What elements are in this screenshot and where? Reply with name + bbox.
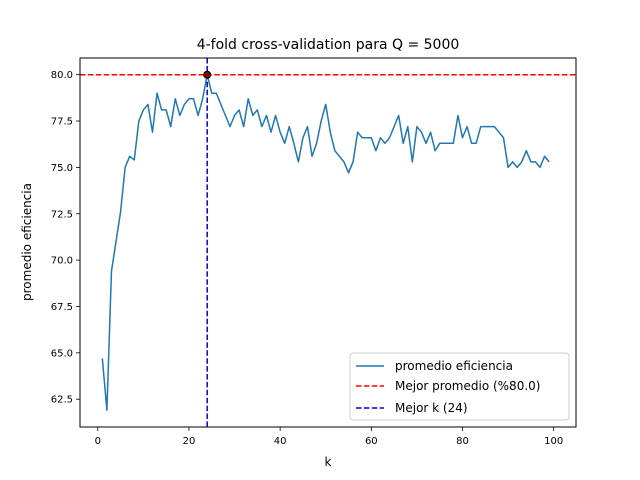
y-tick-label: 62.5 bbox=[51, 395, 73, 406]
x-axis-label: k bbox=[325, 455, 332, 469]
y-tick-label: 77.5 bbox=[51, 117, 73, 128]
y-axis-label: promedio eficiencia bbox=[20, 183, 34, 301]
y-tick-label: 75.0 bbox=[51, 163, 73, 174]
y-tick-label: 80.0 bbox=[51, 70, 73, 81]
legend-label-best-k: Mejor k (24) bbox=[395, 401, 468, 415]
x-tick-label: 40 bbox=[274, 436, 287, 447]
x-tick-label: 100 bbox=[544, 436, 563, 447]
reference-lines bbox=[80, 58, 576, 427]
chart-title: 4-fold cross-validation para Q = 5000 bbox=[197, 37, 460, 53]
x-tick-label: 20 bbox=[183, 436, 196, 447]
legend: promedio eficiencia Mejor promedio (%80.… bbox=[349, 352, 570, 421]
y-axis-ticks: 62.5 65.0 67.5 70.0 72.5 75.0 77.5 80.0 bbox=[51, 70, 80, 406]
x-tick-label: 60 bbox=[365, 436, 378, 447]
x-tick-label: 0 bbox=[95, 436, 101, 447]
legend-label-best-mean: Mejor promedio (%80.0) bbox=[395, 379, 540, 393]
plot-frame bbox=[79, 57, 577, 428]
y-tick-label: 67.5 bbox=[51, 302, 73, 313]
series-line-0 bbox=[101, 73, 550, 412]
x-tick-label: 80 bbox=[456, 436, 469, 447]
legend-label-series: promedio eficiencia bbox=[395, 359, 513, 373]
y-tick-label: 70.0 bbox=[51, 256, 73, 267]
x-axis-ticks: 0 20 40 60 80 100 bbox=[95, 427, 563, 447]
highlight-layer bbox=[203, 70, 212, 79]
y-tick-label: 72.5 bbox=[51, 209, 73, 220]
legend-box bbox=[349, 352, 570, 421]
y-tick-label: 65.0 bbox=[51, 348, 73, 359]
best-point-marker bbox=[203, 70, 212, 79]
series-layer bbox=[101, 73, 550, 412]
